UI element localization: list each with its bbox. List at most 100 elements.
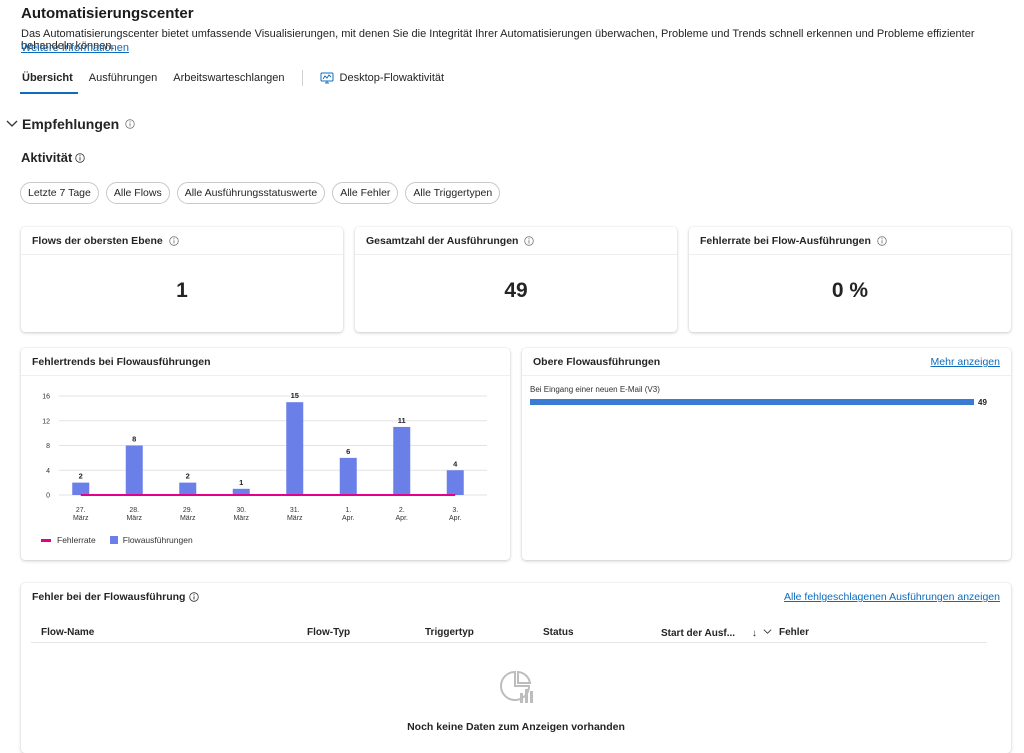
filter-trigger-types[interactable]: Alle Triggertypen	[405, 182, 501, 204]
divider	[355, 254, 677, 255]
data-label: 2	[79, 472, 83, 481]
x-tick-label: 2.	[399, 507, 405, 514]
tab-work-queues[interactable]: Arbeitswarteschlangen	[173, 72, 285, 84]
y-tick-label: 0	[46, 493, 50, 500]
chevron-down-icon	[6, 120, 18, 127]
monitor-icon	[320, 72, 334, 84]
divider	[31, 642, 987, 643]
empty-state-text: Noch keine Daten zum Anzeigen vorhanden	[407, 721, 625, 733]
bar	[393, 426, 411, 495]
kpi-value: 0 %	[831, 279, 869, 302]
filter-flows[interactable]: Alle Flows	[105, 182, 170, 204]
bar	[339, 457, 357, 495]
column-header-trigger-type[interactable]: Triggertyp	[425, 627, 474, 638]
column-header-flow-type[interactable]: Flow-Typ	[307, 627, 351, 638]
top-flow-bar[interactable]	[530, 399, 974, 405]
y-tick-label: 16	[42, 394, 50, 401]
legend-item-error-rate[interactable]: Fehlerrate	[41, 535, 96, 545]
info-icon[interactable]	[189, 592, 200, 602]
tab-overview[interactable]: Übersicht	[15, 68, 80, 94]
tab-bar: Übersicht Ausführungen Arbeitswarteschla…	[15, 66, 453, 94]
column-header-status[interactable]: Status	[543, 627, 574, 638]
info-icon[interactable]	[125, 119, 135, 129]
info-icon[interactable]	[877, 236, 887, 246]
divider	[21, 375, 510, 376]
recommendations-toggle[interactable]: Empfehlungen	[4, 116, 135, 132]
divider	[689, 254, 1011, 255]
info-icon[interactable]	[75, 152, 85, 163]
data-label: 4	[453, 459, 458, 468]
filter-errors[interactable]: Alle Fehler	[332, 182, 399, 204]
bar	[125, 445, 143, 495]
error-trends-card: Fehlertrends bei Flowausführungen 0 4 8 12 1…	[21, 348, 510, 560]
kpi-title: Flows der obersten Ebene	[32, 235, 163, 247]
x-tick-label: 30.	[236, 507, 246, 514]
x-tick-label: März	[126, 515, 142, 522]
filter-time-range[interactable]: Letzte 7 Tage	[20, 182, 99, 204]
top-flow-runs-title: Obere Flowausführungen	[533, 356, 661, 368]
chevron-down-icon[interactable]	[763, 627, 772, 636]
x-tick-label: März	[73, 515, 89, 522]
kpi-title: Fehlerrate bei Flow-Ausführungen	[700, 235, 871, 247]
tab-divider	[301, 70, 303, 86]
filter-bar: Letzte 7 Tage Alle Flows Alle Ausführung…	[20, 182, 507, 204]
flow-errors-card: Fehler bei der Flowausführung Alle fehlg…	[21, 583, 1011, 753]
legend-swatch	[41, 538, 51, 542]
x-tick-label: 28.	[129, 507, 139, 514]
sort-arrow-down-icon[interactable]: ↓	[751, 628, 757, 639]
column-header-flow-name[interactable]: Flow-Name	[41, 627, 95, 638]
all-failed-runs-link[interactable]: Alle fehlgeschlagenen Ausführungen anzei…	[783, 591, 1000, 603]
kpi-card-error-rate: Fehlerrate bei Flow-Ausführungen 0 %	[689, 227, 1011, 332]
show-more-link[interactable]: Mehr anzeigen	[930, 356, 1000, 368]
bar	[232, 488, 250, 495]
top-flow-value: 49	[978, 398, 987, 407]
x-tick-label: Apr.	[396, 515, 409, 522]
bar	[179, 482, 197, 495]
empty-chart-icon	[500, 670, 533, 703]
tab-desktop-flow-activity-label: Desktop-Flowaktivität	[339, 71, 445, 84]
column-header-error[interactable]: Fehler	[779, 627, 810, 638]
legend-label: Fehlerrate	[57, 535, 96, 545]
more-info-link[interactable]: Weitere Informationen	[21, 42, 130, 54]
info-icon[interactable]	[524, 236, 535, 246]
x-tick-label: Apr.	[342, 515, 355, 522]
kpi-card-top-level-flows: Flows der obersten Ebene 1	[21, 227, 343, 332]
bar	[446, 470, 464, 495]
column-header-run-start[interactable]: Start der Ausf... ↓	[661, 627, 772, 639]
activity-label: Aktivität	[21, 150, 73, 165]
x-tick-label: März	[287, 515, 303, 522]
y-tick-label: 4	[46, 468, 50, 475]
x-tick-label: 27.	[76, 507, 86, 514]
x-tick-label: 3.	[452, 507, 458, 514]
data-label: 15	[291, 391, 299, 400]
bar	[72, 482, 90, 495]
legend-label: Flowausführungen	[122, 535, 193, 545]
kpi-value: 49	[504, 279, 528, 302]
data-label: 1	[239, 478, 243, 487]
kpi-card-total-runs: Gesamtzahl der Ausführungen 49	[355, 227, 677, 332]
data-label: 11	[398, 416, 406, 425]
filter-run-status[interactable]: Alle Ausführungsstatuswerte	[176, 182, 326, 204]
x-tick-label: 31.	[290, 507, 300, 514]
data-label: 2	[186, 472, 190, 481]
x-tick-label: März	[180, 515, 196, 522]
flow-errors-title: Fehler bei der Flowausführung	[32, 591, 186, 603]
data-label: 8	[132, 435, 136, 444]
x-tick-label: 29.	[183, 507, 193, 514]
legend-item-flow-runs[interactable]: Flowausführungen	[109, 535, 193, 545]
bar	[286, 402, 304, 495]
tab-runs[interactable]: Ausführungen	[88, 72, 158, 84]
chart-legend: Fehlerrate Flowausführungen	[41, 535, 207, 545]
table-header: Flow-Name Flow-Typ Triggertyp Status Sta…	[41, 623, 997, 643]
error-trends-chart: 0481216227.März828.März229.März130.März1…	[42, 391, 487, 522]
recommendations-label: Empfehlungen	[22, 116, 120, 132]
top-flow-name: Bei Eingang einer neuen E-Mail (V3)	[530, 385, 660, 394]
legend-swatch	[109, 536, 118, 544]
info-icon[interactable]	[169, 236, 179, 246]
activity-heading: Aktivität	[21, 150, 85, 165]
divider	[522, 375, 1011, 376]
page-description: Das Automatisierungscenter bietet umfass…	[21, 28, 975, 52]
kpi-value: 1	[176, 279, 188, 302]
x-tick-label: Apr.	[449, 515, 462, 522]
tab-desktop-flow-activity[interactable]: Desktop-Flowaktivität	[313, 68, 452, 88]
